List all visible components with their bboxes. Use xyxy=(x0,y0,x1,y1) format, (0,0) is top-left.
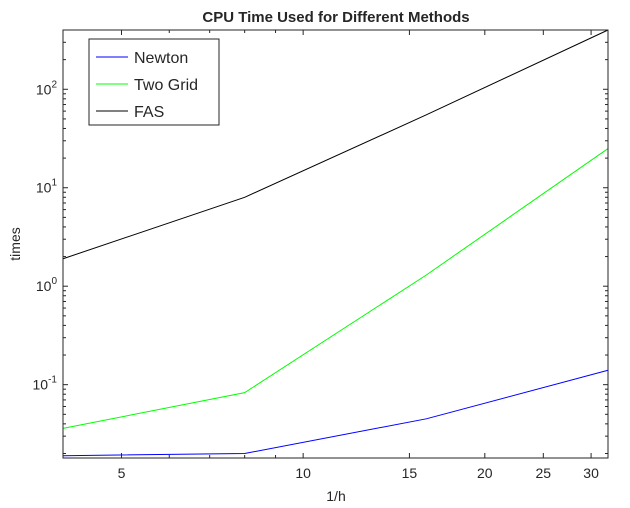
series-line-0 xyxy=(62,369,609,457)
ticks-layer: 5 10 15 20 25 30 10-1 100 101 102 xyxy=(33,30,608,481)
legend-label-2: FAS xyxy=(134,104,164,121)
x-tick-label-4: 25 xyxy=(536,465,552,481)
legend-label-0: Newton xyxy=(134,50,188,67)
series-line-2 xyxy=(62,29,609,260)
y-tick-label-0: 10-1 xyxy=(33,375,58,393)
y-axis-label: times xyxy=(7,227,23,260)
legend-label-1: Two Grid xyxy=(134,77,198,94)
legend-box xyxy=(88,38,220,126)
x-tick-label-5: 30 xyxy=(583,465,599,481)
y-tick-label-1: 100 xyxy=(36,276,58,294)
series-layer xyxy=(62,29,609,457)
y-tick-label-3: 102 xyxy=(36,79,58,97)
series-line-1 xyxy=(62,148,609,429)
x-tick-label-0: 5 xyxy=(118,465,126,481)
x-axis-label: 1/h xyxy=(326,488,345,504)
chart-title: CPU Time Used for Different Methods xyxy=(202,9,469,26)
legend: Newton Two Grid FAS xyxy=(88,38,220,126)
x-tick-label-1: 10 xyxy=(295,465,311,481)
plot-border xyxy=(62,29,609,459)
y-tick-label-2: 101 xyxy=(36,178,58,196)
x-tick-label-3: 20 xyxy=(477,465,493,481)
x-tick-label-2: 15 xyxy=(402,465,418,481)
